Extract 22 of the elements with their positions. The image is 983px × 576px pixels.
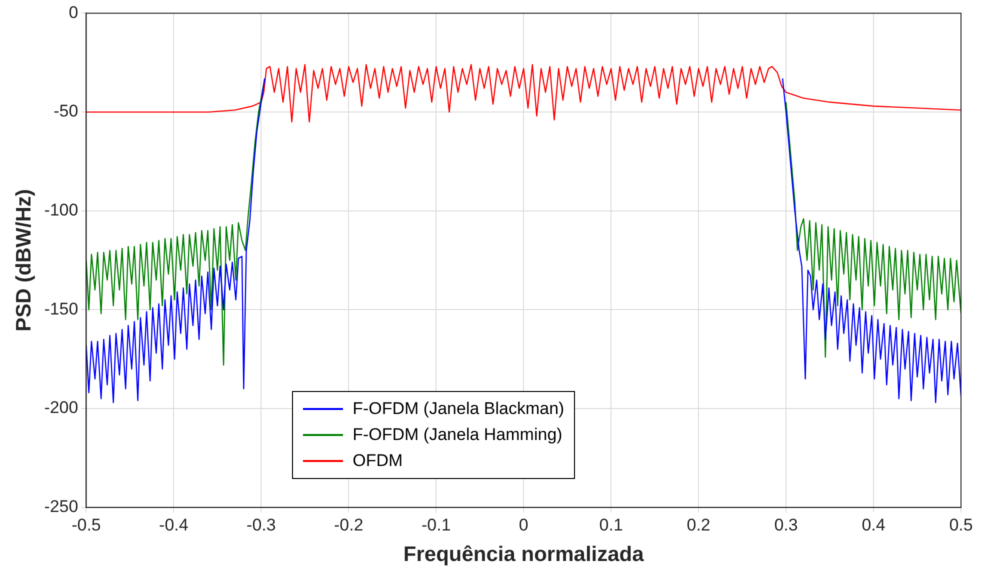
legend-label: F-OFDM (Janela Hamming): [352, 424, 562, 446]
y-tick-label: -150: [44, 299, 78, 318]
x-tick-label: -0.5: [72, 515, 101, 534]
x-axis-title: Frequência normalizada: [403, 543, 644, 566]
x-tick-label: 0: [518, 515, 528, 534]
x-tick-label: -0.1: [421, 515, 451, 534]
x-tick-label: 0.3: [774, 515, 798, 534]
x-tick-label: -0.4: [159, 515, 188, 534]
y-tick-label: 0: [68, 2, 78, 22]
y-tick-label: -200: [44, 398, 78, 418]
x-tick-label: 0.2: [686, 515, 710, 534]
x-tick-label: -0.3: [246, 515, 276, 534]
x-tick-label: 0.4: [862, 515, 886, 534]
legend-label: OFDM: [352, 450, 403, 472]
y-tick-label: -100: [44, 200, 78, 220]
y-axis-title: PSD (dBW/Hz): [12, 189, 36, 332]
y-tick-label: -250: [44, 497, 78, 516]
y-tick-label: -50: [54, 102, 78, 121]
x-tick-label: -0.2: [334, 515, 364, 534]
legend-label: F-OFDM (Janela Blackman): [352, 398, 564, 420]
x-tick-label: 0.5: [949, 515, 973, 534]
x-tick-label: 0.1: [599, 515, 623, 534]
